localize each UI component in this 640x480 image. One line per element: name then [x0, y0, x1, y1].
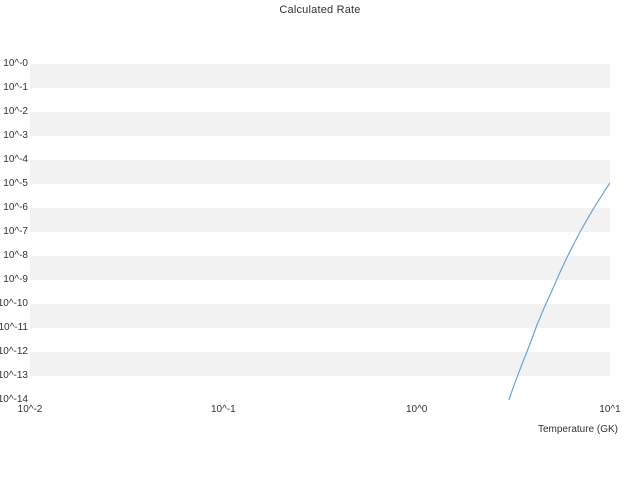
chart-title: Calculated Rate [279, 4, 361, 16]
y-tick-label: 10^-12 [0, 346, 28, 357]
x-tick-label: 10^0 [405, 404, 428, 415]
y-tick-label: 10^-8 [3, 250, 28, 261]
y-axis-ticklabels: 10^-0 10^-1 10^-2 10^-3 10^-4 10^-5 10^-6 10^-7… [0, 58, 30, 405]
plot-area [30, 64, 610, 400]
x-tick-label: 10^-1 [210, 404, 236, 415]
grid-band [30, 160, 610, 184]
y-tick-label: 10^-9 [3, 274, 28, 285]
y-tick-label: 10^-0 [3, 58, 28, 69]
grid-band [30, 352, 610, 376]
y-tick-label: 10^-3 [3, 130, 28, 141]
grid-band [30, 64, 610, 88]
y-tick-label: 10^-2 [3, 106, 28, 117]
grid-band [30, 304, 610, 328]
grid-band [30, 256, 610, 280]
x-axis-ticklabels: 10^-2 10^-1 10^0 10^1 [0, 404, 640, 420]
y-tick-label: 10^-10 [0, 298, 28, 309]
rate-curve-svg [508, 182, 610, 400]
rate-curve-line [508, 182, 610, 400]
x-axis-label: Temperature (GK) [537, 424, 618, 435]
grid-band [30, 112, 610, 136]
y-tick-label: 10^-11 [0, 322, 28, 333]
y-tick-label: 10^-6 [3, 202, 28, 213]
y-tick-label: 10^-1 [3, 82, 28, 93]
x-tick-label: 10^1 [599, 404, 621, 415]
x-tick-label: 10^-2 [17, 404, 43, 415]
y-tick-label: 10^-14 [0, 394, 28, 405]
y-tick-label: 10^-7 [3, 226, 28, 237]
y-tick-label: 10^-5 [3, 178, 28, 189]
y-tick-label: 10^-4 [3, 154, 28, 165]
grid-band [30, 208, 610, 232]
y-tick-label: 10^-13 [0, 370, 28, 381]
